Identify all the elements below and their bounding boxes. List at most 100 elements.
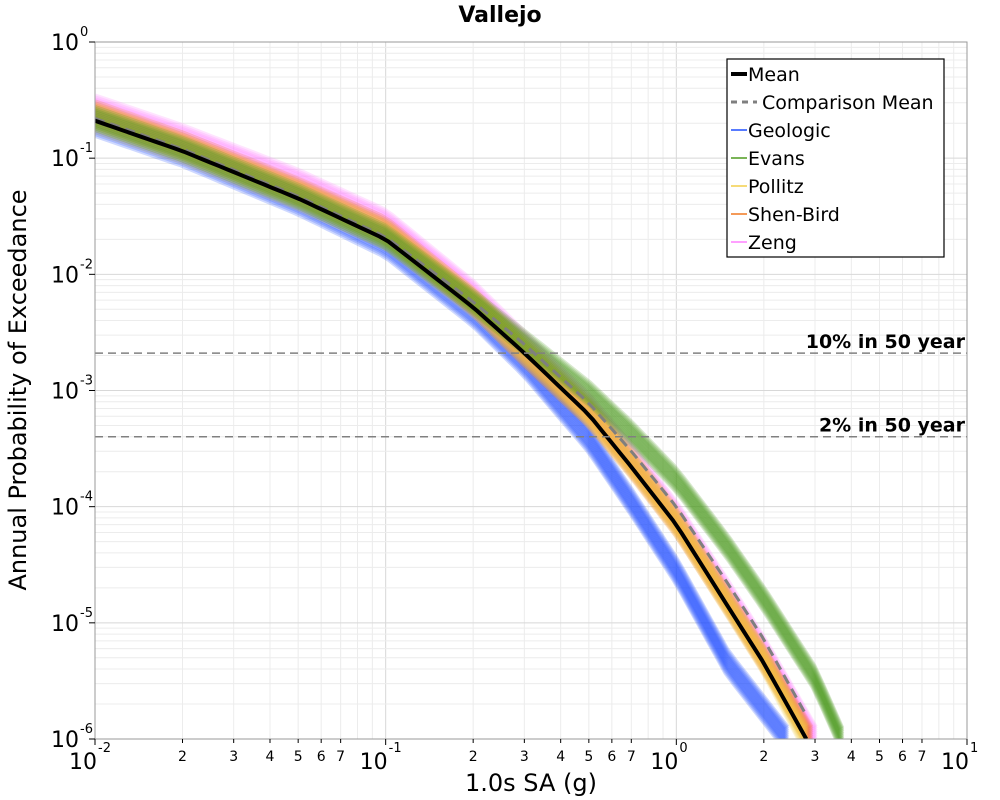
x-axis-label: 1.0s SA (g) xyxy=(465,769,597,797)
band-line xyxy=(95,101,814,731)
y-tick-label: 10 xyxy=(51,612,79,637)
x-minor-tick-label: 2 xyxy=(759,749,768,765)
band-line xyxy=(95,130,784,739)
x-minor-tick-label: 5 xyxy=(294,749,303,765)
legend: Mean Comparison Mean Geologic Evans Pollitz S… xyxy=(726,58,945,258)
band-line xyxy=(95,107,814,737)
legend-box xyxy=(726,58,945,258)
band-line xyxy=(95,124,841,739)
x-minor-tick-label: 7 xyxy=(627,749,636,765)
x-minor-tick-label: 4 xyxy=(556,749,565,765)
x-tick-label: 10 xyxy=(69,750,97,775)
x-minor-tick-label: 5 xyxy=(584,749,593,765)
band-line xyxy=(95,126,804,739)
y-tick-exponent: -5 xyxy=(80,606,93,621)
legend-item-zeng: Zeng xyxy=(731,232,797,254)
legend-label: Pollitz xyxy=(748,176,804,198)
legend-item-comparison-mean: Comparison Mean xyxy=(731,92,934,114)
band-line xyxy=(95,108,790,730)
band-line xyxy=(95,107,818,739)
band-line xyxy=(95,126,787,739)
band-line xyxy=(95,101,818,737)
legend-label: Comparison Mean xyxy=(762,92,934,114)
band-line xyxy=(95,105,845,730)
x-minor-tick-label: 7 xyxy=(336,749,345,765)
band-line xyxy=(95,122,808,739)
legend-item-geologic: Geologic xyxy=(731,120,831,142)
band-line xyxy=(95,120,809,739)
band-line xyxy=(95,111,809,737)
band-line xyxy=(95,120,790,739)
series-mean xyxy=(95,118,809,739)
band-line xyxy=(95,125,841,739)
y-tick-label: 10 xyxy=(51,380,79,405)
band-line xyxy=(95,102,809,728)
legend-label: Geologic xyxy=(748,120,831,142)
band-line xyxy=(95,106,845,732)
y-tick-label: 10 xyxy=(51,496,79,521)
y-tick-label: 10 xyxy=(51,147,79,172)
legend-label: Shen-Bird xyxy=(748,204,840,226)
x-tick-label: 10 xyxy=(650,750,678,775)
band-line xyxy=(95,110,790,732)
x-tick-exponent: 1 xyxy=(970,741,978,756)
band-line xyxy=(95,110,845,736)
x-minor-tick-label: 5 xyxy=(875,749,884,765)
band-line xyxy=(95,113,845,739)
x-minor-tick-label: 3 xyxy=(229,749,238,765)
band-line xyxy=(95,124,788,739)
band-line xyxy=(95,109,814,739)
x-minor-tick-label: 2 xyxy=(469,749,478,765)
band-line xyxy=(95,97,818,733)
x-tick-exponent: -1 xyxy=(389,741,402,756)
legend-label: Zeng xyxy=(748,232,797,254)
x-tick-exponent: -2 xyxy=(98,741,111,756)
legend-item-evans: Evans xyxy=(731,148,805,170)
y-tick-exponent: -2 xyxy=(80,257,93,272)
reference-line-label: 10% in 50 year xyxy=(806,331,966,353)
x-minor-tick-label: 6 xyxy=(607,749,616,765)
band-line xyxy=(95,128,785,739)
x-minor-tick-label: 7 xyxy=(918,749,927,765)
band-line xyxy=(95,128,803,739)
y-tick-exponent: -4 xyxy=(80,490,93,505)
legend-item-mean: Mean xyxy=(731,64,800,86)
band-line xyxy=(95,105,818,739)
band-line xyxy=(95,105,814,735)
band-line xyxy=(95,103,818,739)
legend-item-shen-bird: Shen-Bird xyxy=(731,204,840,226)
band-line xyxy=(95,131,782,739)
legend-label: Mean xyxy=(748,64,800,86)
y-axis-label: Annual Probability of Exceedance xyxy=(4,189,32,590)
x-tick-label: 10 xyxy=(360,750,388,775)
band-line xyxy=(95,122,790,739)
grid xyxy=(94,42,967,740)
band-line xyxy=(95,113,809,739)
band-line xyxy=(95,99,814,729)
legend-label: Evans xyxy=(748,148,805,170)
band-line xyxy=(95,107,809,732)
band-line xyxy=(95,99,818,735)
y-tick-label: 10 xyxy=(51,728,79,753)
x-minor-tick-label: 3 xyxy=(811,749,820,765)
reference-line-label: 2% in 50 year xyxy=(819,415,966,437)
series-lines xyxy=(95,116,809,739)
reference-lines: 10% in 50 year 2% in 50 year xyxy=(95,331,967,438)
y-tick-label: 10 xyxy=(51,31,79,56)
x-minor-tick-label: 6 xyxy=(898,749,907,765)
band-line xyxy=(95,111,816,739)
x-minor-tick-label: 4 xyxy=(847,749,856,765)
band-line xyxy=(95,109,809,735)
y-tick-exponent: -3 xyxy=(80,374,93,389)
band-line xyxy=(95,112,845,737)
legend-item-pollitz: Pollitz xyxy=(731,176,804,198)
x-tick-exponent: 0 xyxy=(679,741,687,756)
chart-title: Vallejo xyxy=(458,3,541,28)
band-line xyxy=(95,108,845,734)
y-tick-exponent: -6 xyxy=(80,722,93,737)
band-line xyxy=(95,103,814,733)
y-tick-exponent: -1 xyxy=(80,141,93,156)
